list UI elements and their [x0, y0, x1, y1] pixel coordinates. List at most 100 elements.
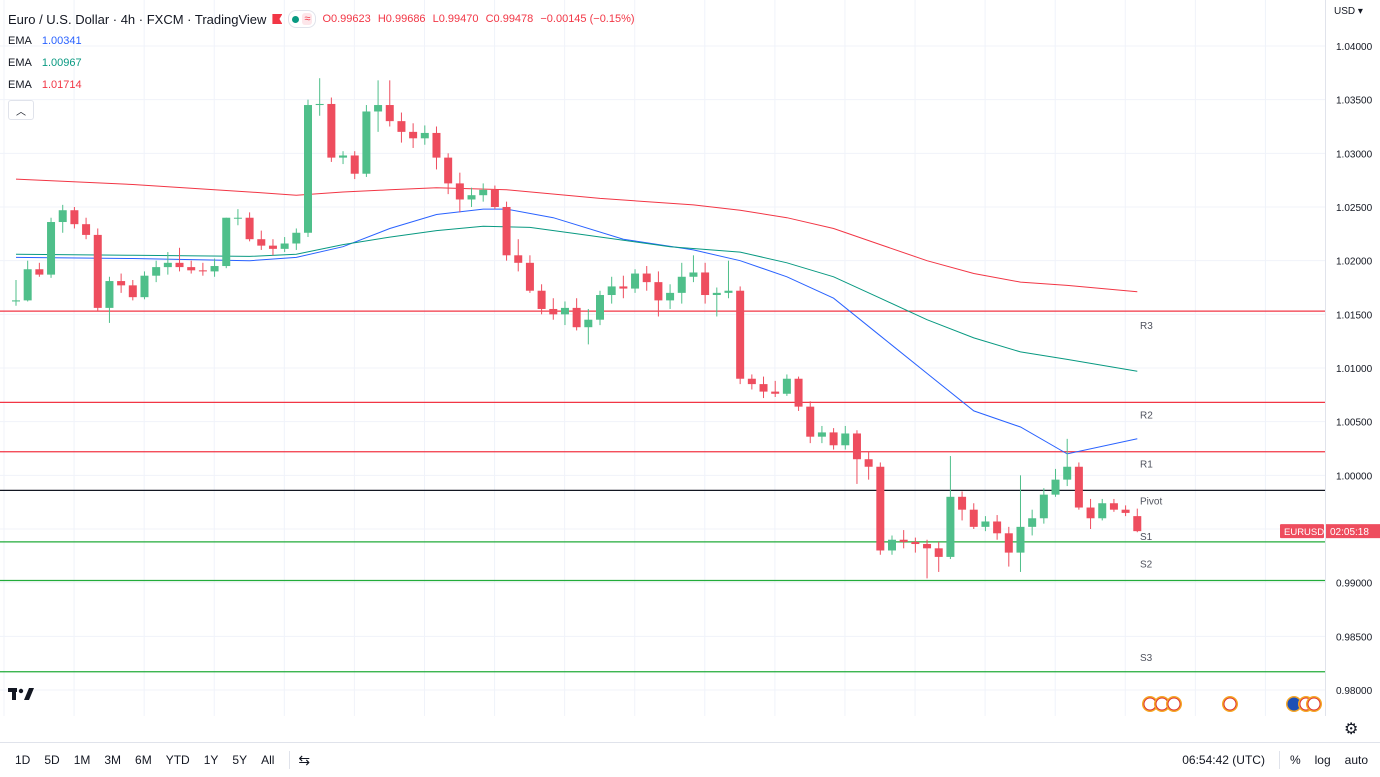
candle [969, 503, 978, 529]
price-axis[interactable]: 1.04000 1.03500 1.03000 1.02500 1.02000 1.015… [1325, 0, 1380, 716]
candle [677, 262, 686, 304]
candle-body [350, 155, 359, 174]
event-flag [1167, 697, 1181, 711]
price-tick-label: 0.99000 [1336, 579, 1373, 590]
timeframe-button-1d[interactable]: 1D [15, 753, 31, 767]
settings-gear-icon[interactable]: ⚙ [1344, 721, 1359, 738]
market-status-pill[interactable]: ≈ [288, 10, 317, 28]
flag-icon[interactable] [272, 14, 283, 24]
candle [268, 239, 277, 256]
ema-row-1[interactable]: EMA 1.00341 [8, 30, 637, 52]
candle [245, 212, 254, 242]
timeframe-button-1m[interactable]: 1M [73, 753, 91, 767]
candle-body [876, 466, 885, 551]
candle-body [490, 189, 499, 207]
candle-body [315, 103, 324, 106]
collapse-legend-button[interactable]: ︿ [8, 100, 34, 120]
ohlc-open: O0.99623 [322, 13, 371, 25]
auto-toggle[interactable]: auto [1344, 753, 1368, 767]
timeframe-button-6m[interactable]: 6M [135, 753, 152, 767]
candle-body [292, 232, 301, 244]
timeframe-button-1y[interactable]: 1Y [203, 753, 219, 767]
candle-body [339, 155, 348, 158]
candle [864, 451, 873, 480]
candle-body [537, 290, 546, 309]
candle [759, 376, 768, 399]
economic-event-icon[interactable] [1222, 696, 1238, 712]
timeframe-button-5y[interactable]: 5Y [232, 753, 248, 767]
economic-event-icon[interactable] [1166, 696, 1182, 712]
candle [292, 228, 301, 250]
candle-body [829, 432, 838, 446]
candle [619, 275, 628, 299]
candle [327, 97, 336, 162]
candle-body [257, 239, 266, 246]
candle [911, 537, 920, 553]
economic-event-icon[interactable] [1306, 696, 1322, 712]
symbol-title[interactable]: Euro / U.S. Dollar · 4h · FXCM · Trading… [8, 11, 267, 27]
timeframe-button-3m[interactable]: 3M [104, 753, 122, 767]
economic-event-icon[interactable] [1286, 696, 1302, 712]
timeframe-button-ytd[interactable]: YTD [165, 753, 190, 767]
candle-body [409, 131, 418, 139]
price-chart[interactable]: 4589101112151617181922232425262930R3R2R1… [0, 0, 1325, 716]
candle [794, 376, 803, 411]
candle [1051, 468, 1060, 497]
tradingview-logo-icon[interactable] [8, 686, 34, 706]
ohlc-close: C0.99478 [485, 13, 534, 25]
candle-body [817, 432, 826, 437]
bottom-toolbar: 1D 5D 1M 3M 6M YTD 1Y 5Y All ⇆ 06:54:42 (UTC) % … [0, 742, 1380, 777]
candle-body [677, 276, 686, 293]
candle [572, 298, 581, 331]
ohlc-values: O0.99623 H0.99686 L0.99470 C0.99478 −0.0… [322, 13, 636, 25]
percent-toggle[interactable]: % [1289, 753, 1301, 767]
candle-body [864, 459, 873, 467]
approx-icon: ≈ [302, 13, 313, 25]
price-tick-label: 1.01000 [1336, 364, 1373, 375]
date-range-icon[interactable]: ⇆ [298, 751, 311, 768]
candle [642, 266, 651, 291]
candle-body [724, 290, 733, 293]
candle [409, 123, 418, 148]
candle [187, 260, 196, 274]
candle-body [806, 406, 815, 437]
candle-body [514, 255, 523, 263]
candle-body [1039, 494, 1048, 519]
candle-body [1121, 509, 1130, 513]
candle [339, 151, 348, 165]
log-toggle[interactable]: log [1314, 753, 1331, 767]
candle [666, 284, 675, 309]
candle [47, 217, 56, 278]
candle [12, 279, 20, 306]
candle-body [1086, 507, 1095, 519]
candle [479, 183, 488, 202]
utc-clock[interactable]: 06:54:42 (UTC) [1182, 753, 1265, 767]
candle-body [923, 544, 932, 549]
candle [432, 126, 441, 170]
candle [420, 125, 429, 145]
candle-body [712, 292, 721, 296]
candle-body [280, 243, 289, 249]
currency-label[interactable]: USD ▾ [1334, 6, 1363, 17]
ema-row-2[interactable]: EMA 1.00967 [8, 52, 637, 74]
price-tick-label: 1.03000 [1336, 149, 1373, 160]
timeframe-button-5d[interactable]: 5D [44, 753, 60, 767]
candle-body [455, 183, 464, 200]
candle [1133, 508, 1142, 533]
candle-body [70, 210, 79, 225]
ohlc-high: H0.99686 [377, 13, 426, 25]
candle-body [444, 157, 453, 184]
candle [304, 99, 312, 238]
candle-body [1074, 466, 1083, 508]
economic-event-icon[interactable] [1142, 696, 1158, 712]
candle [934, 541, 943, 572]
candle-body [666, 292, 675, 301]
candle-body [210, 266, 219, 272]
timeframe-button-all[interactable]: All [261, 753, 275, 767]
ema-row-3[interactable]: EMA 1.01714 [8, 74, 637, 96]
candle-body [607, 286, 616, 296]
candle [82, 217, 91, 240]
candle [1086, 498, 1095, 529]
candle-body [245, 217, 254, 240]
candle-body [689, 272, 698, 277]
